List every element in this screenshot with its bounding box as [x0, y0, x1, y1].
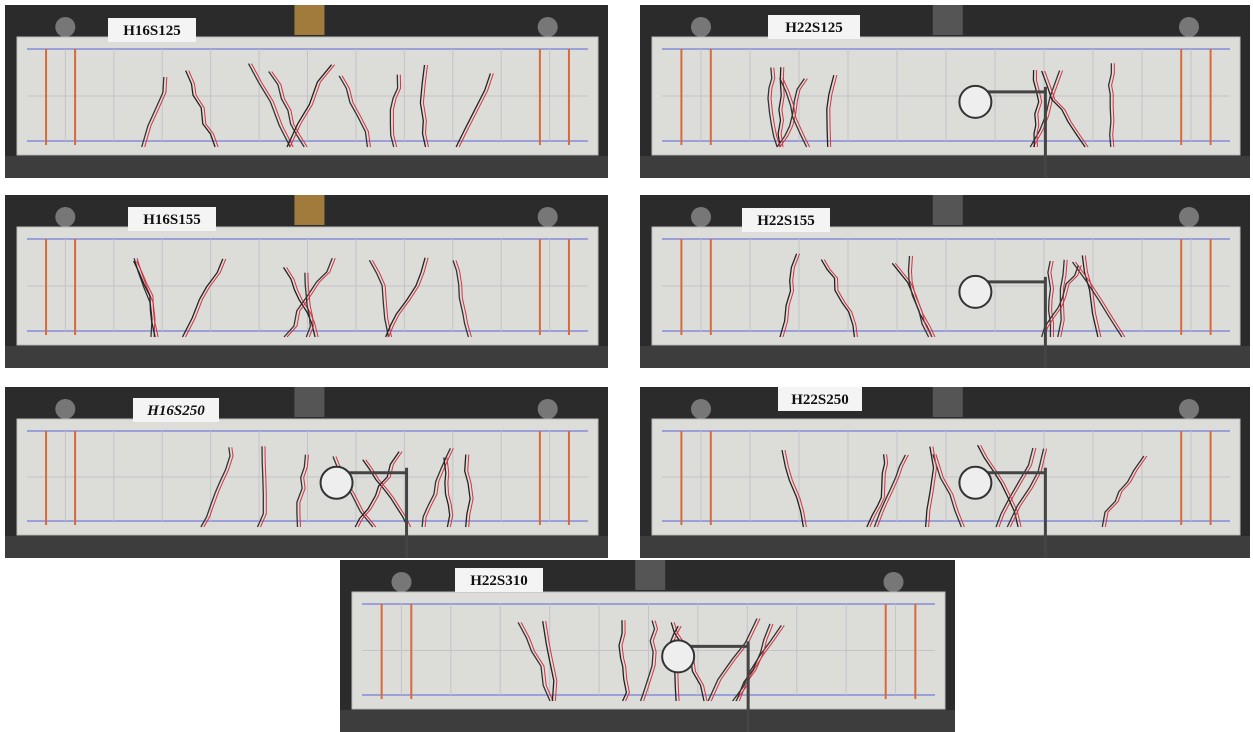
test-rig — [640, 156, 1250, 178]
roller — [392, 572, 412, 592]
roller — [691, 17, 711, 37]
beam-photo: H16S250 — [5, 387, 608, 558]
roller — [1179, 399, 1199, 419]
roller — [884, 572, 904, 592]
dial-gauge — [321, 467, 353, 499]
load-plate — [933, 387, 963, 417]
roller — [55, 17, 75, 37]
test-rig — [640, 346, 1250, 368]
panel-label: H22S250 — [791, 392, 849, 408]
load-plate — [635, 560, 665, 590]
panel-label: H22S310 — [470, 573, 528, 589]
dial-gauge — [959, 467, 991, 499]
load-plate — [933, 5, 963, 35]
roller — [1179, 17, 1199, 37]
roller — [538, 207, 558, 227]
beam-photo: H22S250 — [640, 387, 1250, 558]
test-rig — [640, 536, 1250, 558]
panel-label: H16S250 — [146, 403, 205, 419]
dial-gauge — [959, 276, 991, 308]
load-plate — [933, 195, 963, 225]
beam-photo: H22S155 — [640, 195, 1250, 368]
panel-label: H16S125 — [123, 23, 181, 39]
test-rig — [5, 156, 608, 178]
panel-label: H16S155 — [143, 212, 201, 228]
load-plate — [294, 195, 324, 225]
panel-label: H22S125 — [785, 20, 843, 36]
roller — [538, 399, 558, 419]
panel-label: H22S155 — [757, 213, 815, 229]
roller — [691, 207, 711, 227]
test-rig — [5, 536, 608, 558]
load-plate — [294, 5, 324, 35]
figure: H16S125 H22S125 H16S155 H22S155 H16S250 H22S2… — [0, 0, 1253, 732]
roller — [55, 399, 75, 419]
roller — [1179, 207, 1199, 227]
load-plate — [294, 387, 324, 417]
roller — [691, 399, 711, 419]
dial-gauge — [959, 86, 991, 118]
dial-gauge — [662, 640, 694, 672]
beam-photo: H16S125 — [5, 5, 608, 178]
test-rig — [340, 710, 955, 732]
beam-photo: H22S310 — [340, 560, 955, 732]
beam-photo: H16S155 — [5, 195, 608, 368]
roller — [55, 207, 75, 227]
test-rig — [5, 346, 608, 368]
roller — [538, 17, 558, 37]
beam-photo: H22S125 — [640, 5, 1250, 178]
